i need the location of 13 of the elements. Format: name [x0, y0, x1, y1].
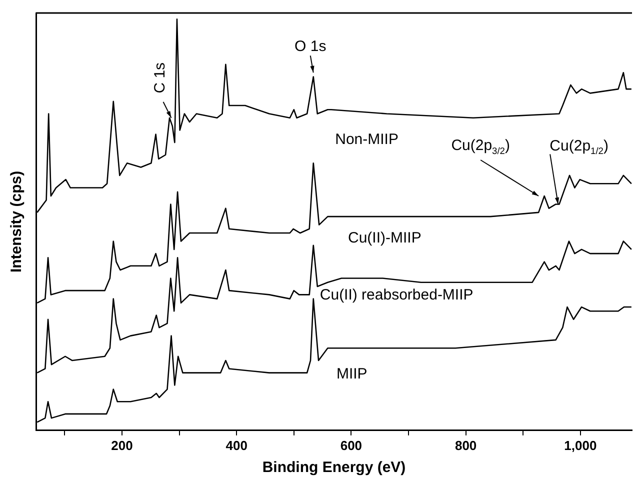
series-label: Non-MIIP — [335, 130, 398, 148]
x-tick-label: 400 — [226, 438, 248, 453]
y-axis-title: Intensity (cps) — [8, 170, 26, 273]
x-tick-label: 600 — [340, 438, 362, 453]
x-tick-label: 800 — [454, 438, 477, 453]
x-tick-label: 200 — [111, 438, 133, 453]
series-label: Cu(II)-MIIP — [348, 230, 422, 247]
annotation: C 1s — [151, 62, 168, 94]
annotation: O 1s — [294, 38, 326, 55]
x-tick-label: 1,000 — [564, 438, 597, 453]
series-label: Cu(II) reabsorbed-MIIP — [320, 286, 474, 304]
series-label: MIIP — [336, 365, 368, 382]
x-axis-title: Binding Energy (eV) — [262, 459, 406, 476]
